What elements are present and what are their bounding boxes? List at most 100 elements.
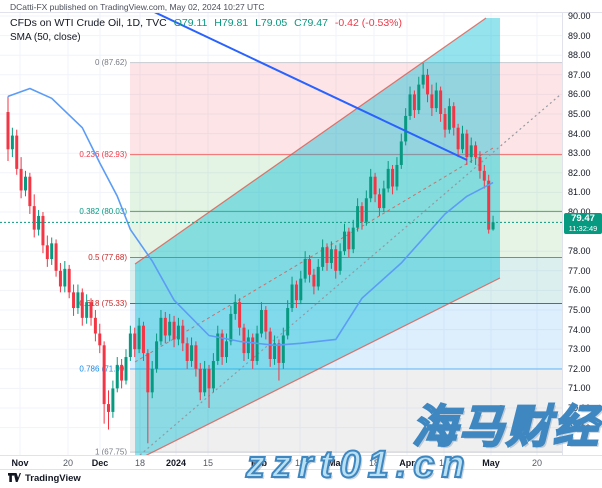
candle [460, 133, 464, 150]
sma-line[interactable] [7, 87, 494, 347]
time-axis[interactable]: Nov 20 Dec 18 2024 15 Feb 19 Mar 18 Apr 15 May 20 [0, 455, 602, 470]
candle [399, 141, 403, 165]
candle [377, 194, 381, 209]
price-axis[interactable]: 90.00 89.00 88.00 87.00 86.00 85.00 84.00 83.00… [562, 11, 602, 455]
time-tick-label: May [482, 458, 500, 468]
candle [391, 168, 395, 187]
candle [439, 90, 443, 114]
fib-level-label: 0.236 (82.93) [79, 150, 127, 159]
candle [19, 168, 23, 191]
price-tick-label: 84.00 [568, 128, 591, 139]
candle [229, 313, 233, 342]
candle [277, 343, 281, 363]
last-price-badge[interactable]: 79.47 11:32:49 [564, 213, 602, 235]
candle [233, 302, 237, 314]
indicator-label[interactable]: SMA (50, close) [10, 32, 81, 43]
candle [207, 368, 211, 389]
fib-level-label: 0.5 (77.68) [88, 253, 127, 262]
time-tick-label: Feb [250, 458, 268, 468]
price-tick-label: 82.00 [568, 167, 591, 178]
candle [347, 231, 351, 250]
published-bar: DCatti-FX published on TradingView.com, … [0, 0, 602, 13]
channel-border[interactable] [134, 17, 487, 265]
candle [111, 388, 115, 412]
candle [364, 198, 368, 222]
price-tick-label: 85.00 [568, 109, 591, 119]
candle [176, 325, 180, 340]
chart-legend: CFDs on WTI Crude Oil, 1D, TVC O79.11 H7… [10, 17, 406, 43]
candle [220, 333, 224, 358]
time-tick-label: 20 [531, 458, 543, 468]
time-tick-label: 20 [62, 458, 74, 468]
candle [338, 251, 342, 271]
trendline-dotted[interactable] [139, 94, 561, 455]
candle [85, 302, 89, 318]
fib-level-label: 0.618 (75.33) [79, 299, 127, 308]
candle [198, 368, 202, 393]
candle [434, 90, 438, 109]
candle [351, 227, 355, 250]
candle [194, 345, 198, 369]
candle [124, 357, 128, 381]
candle [32, 206, 36, 230]
candle [211, 360, 215, 389]
candle [382, 188, 386, 209]
tradingview-brand[interactable]: TradingView [8, 473, 81, 484]
candle [290, 284, 294, 309]
plot-area[interactable]: 0 (87.62) 0.236 (82.93) 0.382 (80.03) 0.5 (… [0, 10, 562, 461]
candle [28, 176, 32, 207]
time-tick-label: 18 [134, 458, 146, 468]
candle [299, 278, 303, 301]
time-tick-label: 15 [202, 458, 214, 468]
candle [417, 84, 421, 111]
candle [303, 259, 307, 279]
candle [216, 333, 220, 361]
fib-band [130, 62, 562, 155]
symbol-title[interactable]: CFDs on WTI Crude Oil, 1D, TVC [10, 17, 167, 29]
price-tick-label: 76.00 [568, 285, 591, 296]
candle [259, 310, 263, 334]
trendline-down[interactable] [150, 10, 468, 161]
fib-level-label: 0 (87.62) [95, 58, 127, 67]
price-tick-label: 83.00 [568, 148, 591, 159]
candle [395, 164, 399, 187]
candle [426, 74, 430, 95]
candle [430, 94, 434, 109]
channel-border[interactable] [135, 277, 501, 461]
candle [76, 292, 80, 309]
candle [41, 215, 45, 246]
price-tick-label: 71.00 [568, 383, 591, 394]
ohlc-open: O79.11 [173, 17, 208, 29]
price-tick-label: 73.00 [568, 344, 591, 355]
candle [54, 243, 58, 271]
time-tick-label: 2024 [165, 458, 187, 468]
candle [447, 106, 451, 130]
candle [238, 302, 242, 328]
watermark-latin: zzrt01.cn [245, 443, 472, 487]
candle [128, 333, 132, 358]
price-tick-label: 90.00 [568, 11, 591, 21]
candle [98, 333, 102, 346]
candle [246, 337, 250, 354]
candle [255, 333, 259, 361]
candle [203, 368, 207, 393]
ohlc-low: L79.05 [255, 17, 288, 29]
time-tick-label: Nov [11, 458, 29, 468]
price-tick-label: 77.00 [568, 265, 591, 276]
candle [369, 176, 373, 199]
time-tick-label: Mar [327, 458, 345, 468]
candle [469, 145, 473, 158]
fib-band [130, 257, 562, 304]
candle [421, 74, 425, 85]
candle [264, 310, 268, 332]
candle [190, 345, 194, 361]
candle [181, 325, 185, 344]
candle [23, 176, 27, 191]
candle [386, 168, 390, 189]
candle [273, 343, 277, 359]
candle [404, 115, 408, 142]
last-price: 79.47 [571, 213, 595, 225]
candle [72, 292, 76, 309]
candle [360, 206, 364, 222]
